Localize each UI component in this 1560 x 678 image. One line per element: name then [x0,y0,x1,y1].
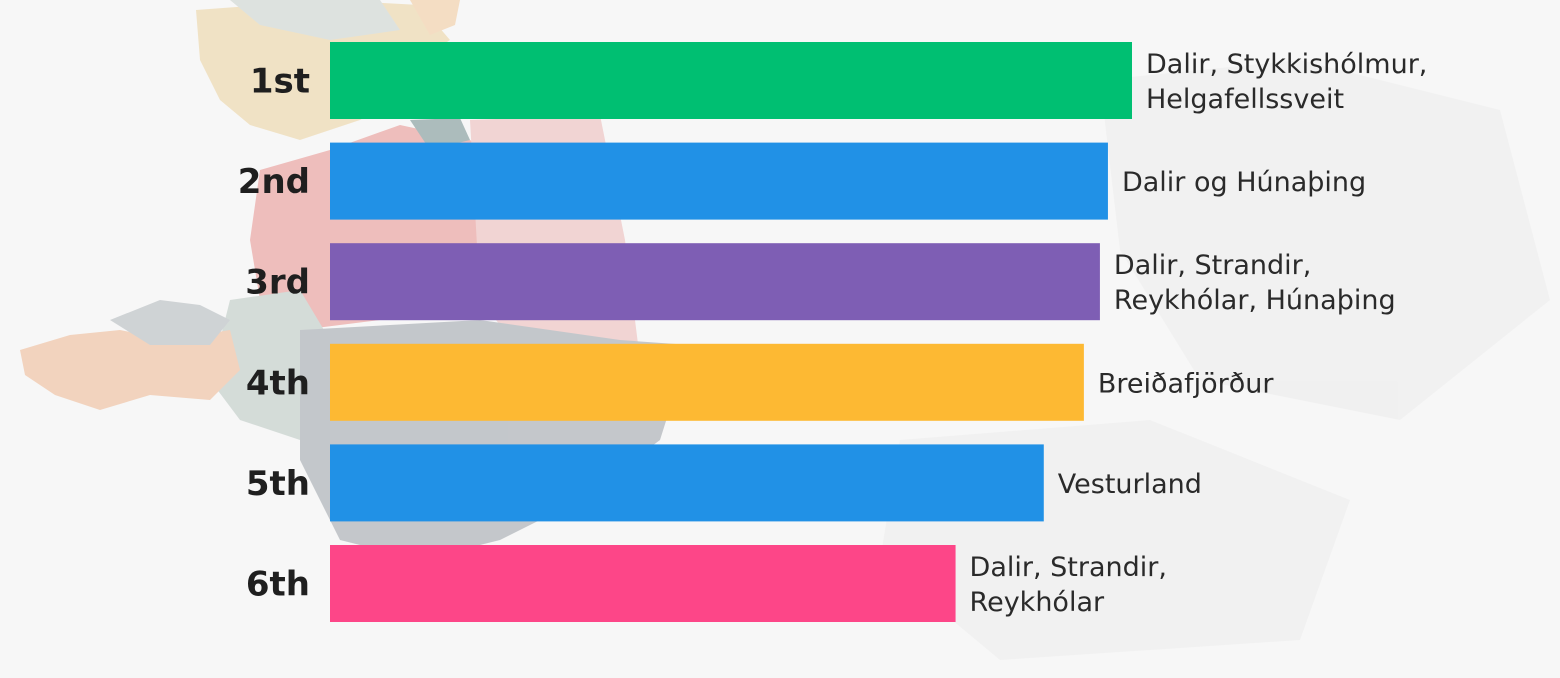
map-region-faint [1100,60,1550,420]
map-region-peninsula-grey [110,300,230,345]
bar-4 [330,343,1084,421]
map-region-peninsula [20,330,240,410]
bar-label-3-line-1: Dalir, Strandir, [1114,250,1311,281]
rank-label-2: 2nd [238,162,310,202]
map-region-grey-top [230,0,400,40]
bars-layer: 1st Dalir, Stykkishólmur, Helgafellssveit 2… [238,42,1427,622]
rank-label-3: 3rd [245,263,310,303]
rank-label-4: 4th [246,363,310,403]
map-region-teal [410,118,470,150]
rank-label-6: 6th [246,565,310,605]
rank-label-5: 5th [246,464,310,504]
bar-label-3-line-2: Reykhólar, Húnaþing [1114,285,1396,316]
bar-label-6-line-1: Dalir, Strandir, [970,552,1167,583]
bar-label-1-line-2: Helgafellssveit [1146,84,1344,115]
bar-label-1-line-1: Dalir, Stykkishólmur, [1146,49,1427,80]
bar-2 [330,142,1108,220]
bar-label-6-line-2: Reykhólar [970,587,1105,618]
map-region-peach [410,0,460,35]
map-region-tan [196,0,450,140]
bar-label-5-line-1: Vesturland [1058,469,1202,500]
bar-label-2-line-1: Dalir og Húnaþing [1122,167,1366,198]
bar-1 [330,42,1132,119]
bar-5 [330,444,1044,522]
bar-3 [330,243,1100,321]
rank-label-1: 1st [250,62,310,102]
bar-label-4-line-1: Breiðafjörður [1098,368,1274,399]
bar-6 [330,545,956,622]
